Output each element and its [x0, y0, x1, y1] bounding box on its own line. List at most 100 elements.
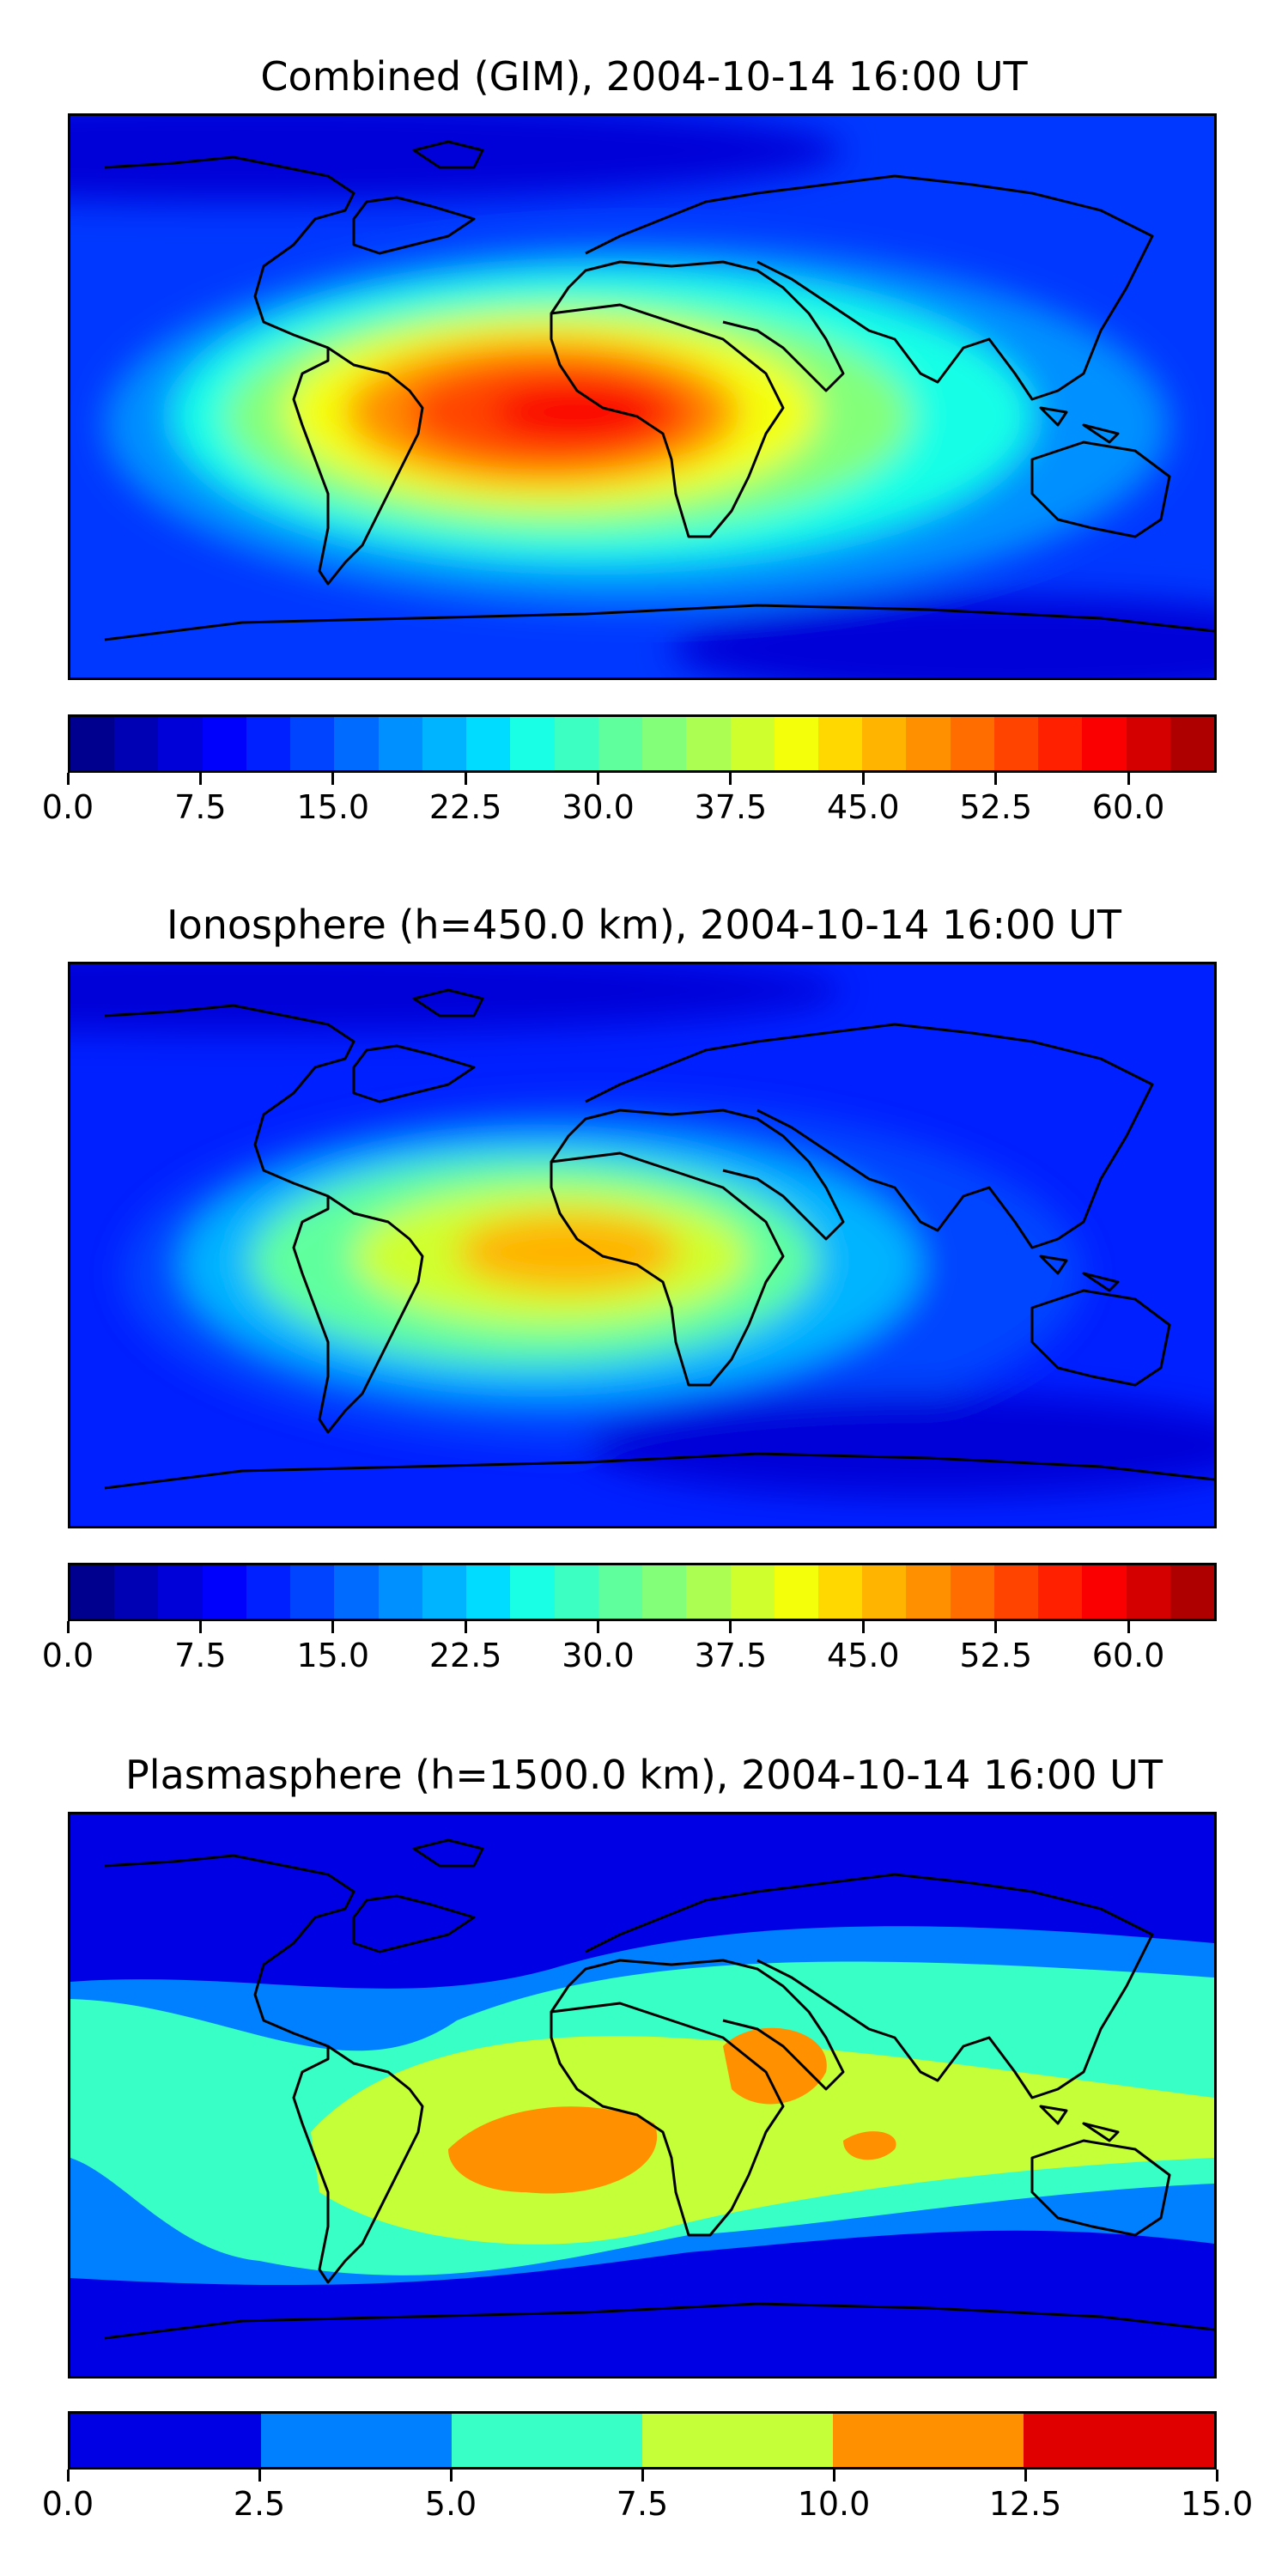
colorbar-segment — [70, 717, 115, 770]
colorbar-segment — [290, 1565, 335, 1619]
colorbar-segment — [290, 717, 335, 770]
colorbar-segment — [950, 717, 994, 770]
panel-3-title: Plasmasphere (h=1500.0 km), 2004-10-14 1… — [125, 1752, 1163, 1798]
colorbar-tick — [994, 1621, 998, 1633]
colorbar-tick-label: 7.5 — [174, 788, 227, 826]
colorbar-segment — [1126, 717, 1170, 770]
colorbar-segment — [598, 1565, 643, 1619]
colorbar-segment — [466, 717, 511, 770]
colorbar-tick — [1215, 2470, 1218, 2482]
colorbar-tick — [861, 773, 865, 785]
colorbar-segment — [774, 717, 818, 770]
colorbar-segment — [334, 1565, 379, 1619]
panel-1-title: Combined (GIM), 2004-10-14 16:00 UT — [260, 53, 1028, 100]
colorbar-tick-label: 22.5 — [428, 1637, 502, 1674]
colorbar-segment — [114, 717, 159, 770]
colorbar-tick-label: 15.0 — [296, 1637, 370, 1674]
colorbar-tick-label: 10.0 — [797, 2485, 871, 2523]
colorbar-tick-label: 22.5 — [428, 788, 502, 826]
colorbar-segment — [1170, 1565, 1215, 1619]
colorbar-tick-label: 52.5 — [959, 1637, 1032, 1674]
colorbar-tick-label: 60.0 — [1091, 788, 1165, 826]
colorbar-segment — [598, 717, 643, 770]
colorbar-tick-label: 5.0 — [424, 2485, 477, 2523]
colorbar-segment — [246, 1565, 291, 1619]
plasmasphere-heatmap — [70, 1814, 1214, 2376]
colorbar-tick — [1127, 1621, 1130, 1633]
colorbar-segment — [686, 1565, 731, 1619]
colorbar-tick — [994, 773, 998, 785]
colorbar-segment — [817, 1565, 863, 1619]
colorbar-tick — [861, 1621, 865, 1633]
colorbar-segment — [1126, 1565, 1170, 1619]
colorbar-tick — [66, 2470, 70, 2482]
colorbar-tick-label: 52.5 — [959, 788, 1032, 826]
colorbar-segment — [70, 1565, 115, 1619]
colorbar-segment — [1038, 717, 1083, 770]
panel-2-title: Ionosphere (h=450.0 km), 2004-10-14 16:0… — [167, 902, 1121, 948]
colorbar-1 — [68, 714, 1217, 773]
colorbar-segment — [642, 1565, 687, 1619]
colorbar-tick — [198, 1621, 202, 1633]
colorbar-segment — [452, 2414, 642, 2467]
colorbar-tick-label: 30.0 — [562, 1637, 635, 1674]
colorbar-segment — [1038, 1565, 1083, 1619]
colorbar-segment — [422, 717, 467, 770]
colorbar-segment — [202, 1565, 246, 1619]
colorbar-tick — [66, 773, 70, 785]
colorbar-segment — [993, 717, 1039, 770]
colorbar-segment — [510, 1565, 555, 1619]
ionosphere-map — [68, 962, 1217, 1528]
colorbar-tick-label: 45.0 — [826, 788, 900, 826]
colorbar-segment — [422, 1565, 467, 1619]
combined-gim-heatmap — [70, 116, 1214, 677]
colorbar-tick-label: 7.5 — [616, 2485, 669, 2523]
colorbar-segment — [466, 1565, 511, 1619]
colorbar-tick-label: 0.0 — [41, 2485, 94, 2523]
colorbar-segment — [950, 1565, 994, 1619]
colorbar-tick-label: 45.0 — [826, 1637, 900, 1674]
colorbar-segment — [730, 1565, 775, 1619]
colorbar-tick-label: 37.5 — [694, 788, 768, 826]
colorbar-segment — [261, 2414, 452, 2467]
colorbar-segment — [1082, 1565, 1127, 1619]
colorbar-tick — [198, 773, 202, 785]
colorbar-segment — [510, 717, 555, 770]
colorbar-segment — [862, 717, 907, 770]
colorbar-tick-label: 15.0 — [296, 788, 370, 826]
colorbar-tick — [449, 2470, 453, 2482]
colorbar-tick — [258, 2470, 261, 2482]
colorbar-tick-label: 0.0 — [41, 1637, 94, 1674]
colorbar-segment — [246, 717, 291, 770]
colorbar-segment — [554, 1565, 598, 1619]
colorbar-tick-label: 7.5 — [174, 1637, 227, 1674]
colorbar-segment — [158, 717, 203, 770]
colorbar-segment — [114, 1565, 159, 1619]
colorbar-tick-label: 37.5 — [694, 1637, 768, 1674]
plasmasphere-map — [68, 1812, 1217, 2379]
colorbar-tick — [464, 773, 467, 785]
colorbar-tick-label: 2.5 — [233, 2485, 286, 2523]
colorbar-segment — [158, 1565, 203, 1619]
colorbar-tick — [597, 773, 600, 785]
colorbar-tick-label: 12.5 — [988, 2485, 1062, 2523]
colorbar-2 — [68, 1563, 1217, 1621]
colorbar-tick — [464, 1621, 467, 1633]
ionosphere-heatmap — [70, 964, 1214, 1526]
colorbar-segment — [554, 717, 598, 770]
colorbar-segment — [202, 717, 246, 770]
colorbar-3 — [68, 2411, 1217, 2470]
colorbar-tick — [641, 2470, 644, 2482]
colorbar-tick — [729, 773, 732, 785]
colorbar-segment — [1082, 717, 1127, 770]
colorbar-tick — [66, 1621, 70, 1633]
colorbar-segment — [686, 717, 731, 770]
colorbar-tick — [832, 2470, 835, 2482]
colorbar-tick — [331, 1621, 335, 1633]
colorbar-segment — [817, 717, 863, 770]
colorbar-segment — [1170, 717, 1215, 770]
colorbar-tick-label: 30.0 — [562, 788, 635, 826]
colorbar-segment — [334, 717, 379, 770]
colorbar-tick — [1024, 2470, 1027, 2482]
colorbar-segment — [993, 1565, 1039, 1619]
